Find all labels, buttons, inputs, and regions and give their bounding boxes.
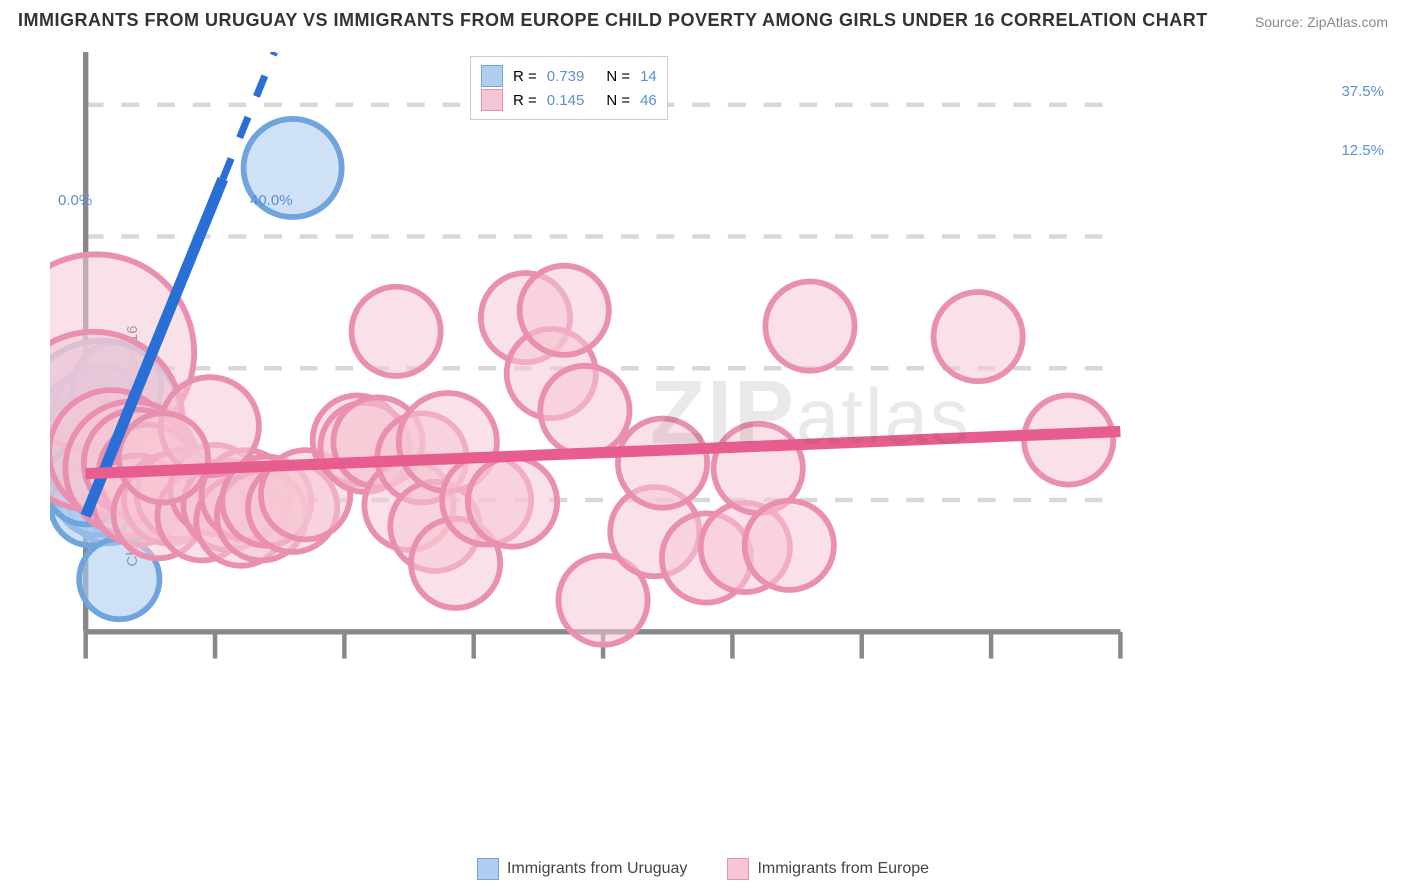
stats-legend: R = 0.739 N = 14 R = 0.145 N = 46: [470, 56, 668, 120]
legend-n-value-1: 14: [640, 68, 657, 85]
legend-swatch-uruguay: [477, 858, 499, 880]
legend-label-europe: Immigrants from Europe: [757, 860, 929, 878]
legend-swatch-europe: [481, 89, 503, 111]
stats-legend-row-1: R = 0.739 N = 14: [481, 65, 657, 87]
stats-legend-row-2: R = 0.145 N = 46: [481, 89, 657, 111]
legend-r-label: R =: [513, 92, 537, 109]
chart-area: 12.5% 37.5% 0.0% 40.0% R = 0.739 N = 14 R …: [50, 52, 1388, 842]
source-attribution: Source: ZipAtlas.com: [1255, 14, 1388, 30]
legend-swatch-uruguay: [481, 65, 503, 87]
legend-n-label: N =: [606, 68, 630, 85]
legend-n-label: N =: [606, 92, 630, 109]
legend-r-label: R =: [513, 68, 537, 85]
legend-label-uruguay: Immigrants from Uruguay: [507, 860, 688, 878]
legend-swatch-europe: [727, 858, 749, 880]
y-tick-label: 37.5%: [1341, 83, 1384, 100]
legend-r-value-1: 0.739: [547, 68, 585, 85]
legend-item-uruguay: Immigrants from Uruguay: [477, 858, 688, 880]
legend-item-europe: Immigrants from Europe: [727, 858, 929, 880]
series-legend: Immigrants from Uruguay Immigrants from …: [0, 858, 1406, 880]
y-tick-label: 12.5%: [1341, 142, 1384, 159]
legend-r-value-2: 0.145: [547, 92, 585, 109]
x-tick-label: 0.0%: [58, 192, 92, 209]
chart-title: IMMIGRANTS FROM URUGUAY VS IMMIGRANTS FR…: [18, 10, 1208, 31]
x-tick-label: 40.0%: [250, 192, 293, 209]
legend-n-value-2: 46: [640, 92, 657, 109]
scatter-plot: [50, 52, 1388, 721]
